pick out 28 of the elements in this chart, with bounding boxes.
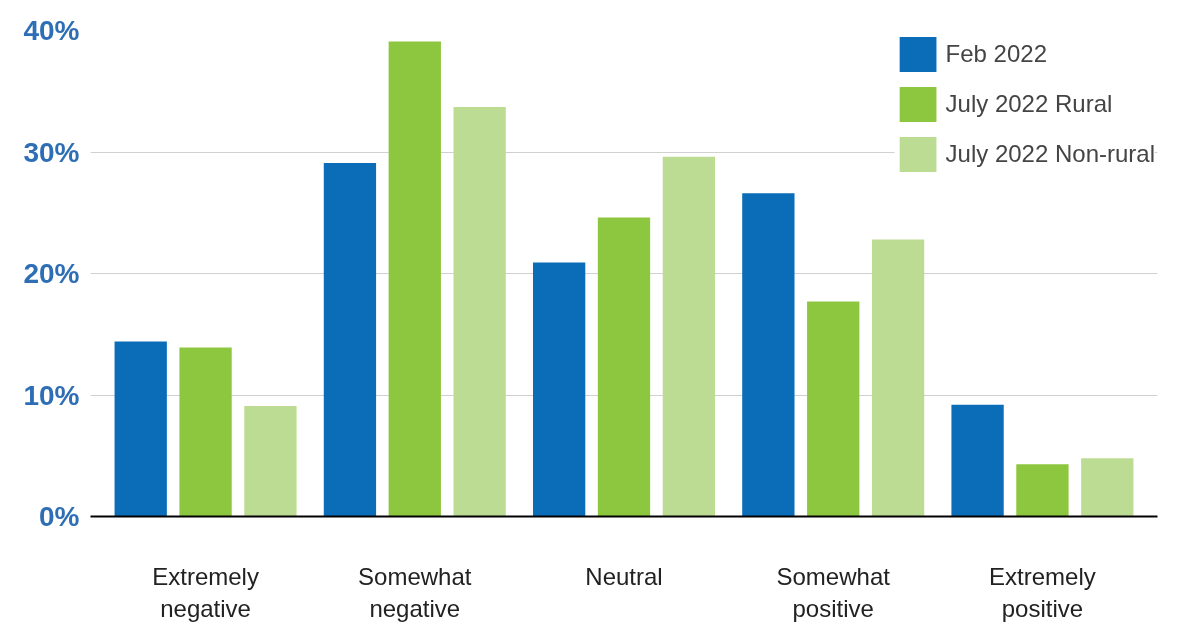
x-tick-label: Somewhat positive (776, 562, 891, 622)
bar (323, 162, 377, 517)
bar (951, 404, 1004, 517)
bar (532, 262, 586, 517)
bar (114, 341, 167, 517)
bar (179, 347, 232, 517)
x-tick-label: Somewhat negative (358, 562, 472, 622)
bar (807, 301, 860, 517)
bar (1081, 458, 1134, 517)
y-tick-label: 0% (39, 501, 80, 532)
legend-label: July 2022 Rural (945, 90, 1113, 118)
bar (388, 41, 441, 517)
bar (453, 107, 506, 517)
x-tick-label: Extremely positive (989, 562, 1096, 622)
legend-label: Feb 2022 (945, 40, 1047, 68)
y-tick-label: 40% (23, 15, 80, 46)
bar (742, 193, 795, 517)
legend-label: July 2022 Non-rural (945, 140, 1155, 168)
y-tick-label: 30% (23, 136, 80, 168)
x-tick-label: Neutral (585, 562, 663, 590)
bar (597, 217, 651, 517)
y-tick-label: 20% (23, 258, 80, 289)
y-tick-label: 10% (23, 379, 80, 411)
bar (244, 405, 297, 517)
bar (871, 239, 925, 517)
bar (662, 156, 716, 517)
x-tick-label: Extremely negative (152, 562, 259, 622)
bar (1016, 464, 1069, 517)
